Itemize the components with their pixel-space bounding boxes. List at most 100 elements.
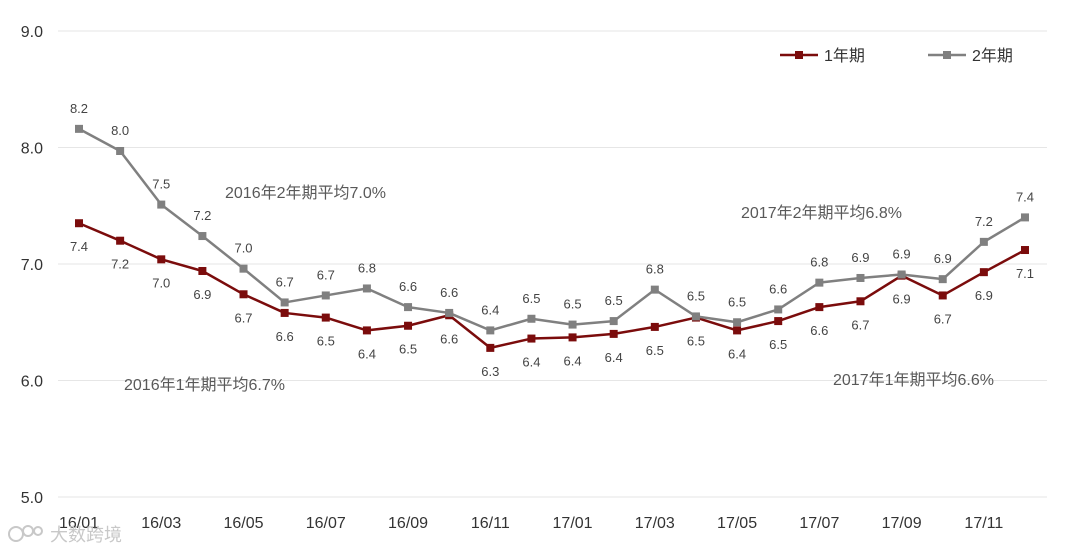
- y-tick-label: 8.0: [21, 141, 43, 158]
- data-point: [897, 270, 906, 279]
- x-tick-label: 17/09: [882, 515, 922, 532]
- legend-marker-2yr: [943, 51, 951, 59]
- data-label: 6.9: [934, 251, 952, 266]
- data-point: [198, 232, 207, 241]
- data-label: 7.2: [111, 257, 129, 272]
- legend-item-1yr: 1年期: [780, 47, 865, 65]
- data-point: [362, 284, 371, 293]
- data-label: 6.3: [481, 364, 499, 379]
- data-point: [362, 326, 371, 335]
- data-point: [75, 219, 83, 228]
- y-tick-label: 6.0: [21, 374, 43, 391]
- data-label: 6.9: [193, 287, 211, 302]
- data-point: [527, 334, 536, 343]
- data-label: 8.2: [70, 101, 88, 116]
- gridlines: [58, 30, 1047, 498]
- data-point: [979, 237, 988, 246]
- data-point: [856, 297, 865, 306]
- data-point: [815, 278, 824, 287]
- data-point: [609, 329, 618, 338]
- data-label: 6.6: [399, 279, 417, 294]
- x-tick-label: 16/03: [141, 515, 181, 532]
- data-label: 6.4: [564, 353, 582, 368]
- legend-marker-1yr: [795, 51, 803, 59]
- data-point: [815, 303, 824, 312]
- data-label: 6.9: [893, 246, 911, 261]
- data-point: [856, 273, 865, 282]
- data-point: [404, 321, 413, 330]
- data-label: 6.4: [358, 346, 376, 361]
- x-tick-label: 17/05: [717, 515, 757, 532]
- y-axis: 5.0 6.0 7.0 8.0 9.0: [21, 24, 43, 507]
- data-label: 6.5: [687, 334, 705, 349]
- data-label: 7.2: [193, 208, 211, 223]
- data-label: 6.4: [605, 350, 623, 365]
- data-label: 6.5: [399, 342, 417, 357]
- series-line: [78, 222, 1026, 350]
- y-tick-label: 5.0: [21, 490, 43, 507]
- data-label: 6.5: [522, 291, 540, 306]
- data-point: [280, 298, 289, 307]
- data-point: [239, 290, 248, 299]
- data-label: 6.9: [893, 292, 911, 307]
- data-point: [527, 314, 536, 323]
- data-point: [486, 326, 495, 335]
- x-tick-label: 16/01: [59, 515, 99, 532]
- data-point: [404, 303, 413, 312]
- legend: 1年期 2年期: [780, 47, 1013, 65]
- data-label: 6.5: [646, 343, 664, 358]
- data-point: [609, 317, 618, 326]
- data-point: [979, 268, 988, 277]
- x-tick-label: 17/07: [799, 515, 839, 532]
- annotation-2016-1yr-avg: 2016年1年期平均6.7%: [124, 376, 285, 394]
- data-label: 7.4: [1016, 189, 1034, 204]
- data-label: 6.5: [687, 288, 705, 303]
- data-label: 6.6: [440, 285, 458, 300]
- watermark-logo-icon: [8, 525, 43, 542]
- data-point: [774, 317, 783, 326]
- y-tick-label: 7.0: [21, 257, 43, 274]
- x-axis: 16/01 16/03 16/05 16/07 16/09 16/11 17/01 17/03…: [59, 515, 1003, 532]
- data-point: [1020, 213, 1029, 222]
- data-point: [733, 318, 742, 327]
- data-point: [568, 333, 577, 342]
- x-tick-label: 16/09: [388, 515, 428, 532]
- annotations: 2016年2年期平均7.0% 2017年2年期平均6.8% 2016年1年期平均…: [124, 184, 994, 394]
- data-label: 8.0: [111, 123, 129, 138]
- series-1yr: [75, 219, 1029, 352]
- data-point: [321, 313, 330, 322]
- legend-label-2yr: 2年期: [972, 47, 1013, 65]
- x-tick-label: 16/07: [306, 515, 346, 532]
- annotation-2017-1yr-avg: 2017年1年期平均6.6%: [833, 371, 994, 389]
- data-point: [198, 266, 207, 275]
- data-label: 6.9: [851, 250, 869, 265]
- watermark: 大数跨境: [8, 525, 122, 546]
- data-label: 6.9: [975, 288, 993, 303]
- data-label: 6.7: [934, 311, 952, 326]
- data-point: [321, 291, 330, 300]
- series-line: [78, 127, 1026, 332]
- data-label: 7.0: [234, 241, 252, 256]
- data-label: 6.4: [728, 346, 746, 361]
- x-tick-label: 17/01: [553, 515, 593, 532]
- data-label: 7.4: [70, 239, 88, 254]
- annotation-2016-2yr-avg: 2016年2年期平均7.0%: [225, 184, 386, 202]
- y-tick-label: 9.0: [21, 24, 43, 41]
- data-point: [239, 264, 248, 273]
- data-label: 6.7: [317, 267, 335, 282]
- data-point: [650, 322, 659, 331]
- data-label: 6.7: [234, 310, 252, 325]
- x-tick-label: 16/05: [223, 515, 263, 532]
- data-point: [650, 285, 659, 294]
- data-label: 6.7: [276, 274, 294, 289]
- data-labels: 7.4 7.2 7.0 6.9 6.7 6.6 6.5 6.4 6.5 6.6 6.3 6.4 6.4 6…: [70, 101, 1034, 379]
- data-label: 7.1: [1016, 266, 1034, 281]
- data-point: [691, 312, 700, 321]
- data-point: [157, 255, 166, 264]
- data-point: [116, 146, 125, 155]
- data-label: 6.4: [522, 355, 540, 370]
- data-label: 6.8: [358, 260, 376, 275]
- data-point: [445, 308, 454, 317]
- legend-label-1yr: 1年期: [824, 47, 865, 65]
